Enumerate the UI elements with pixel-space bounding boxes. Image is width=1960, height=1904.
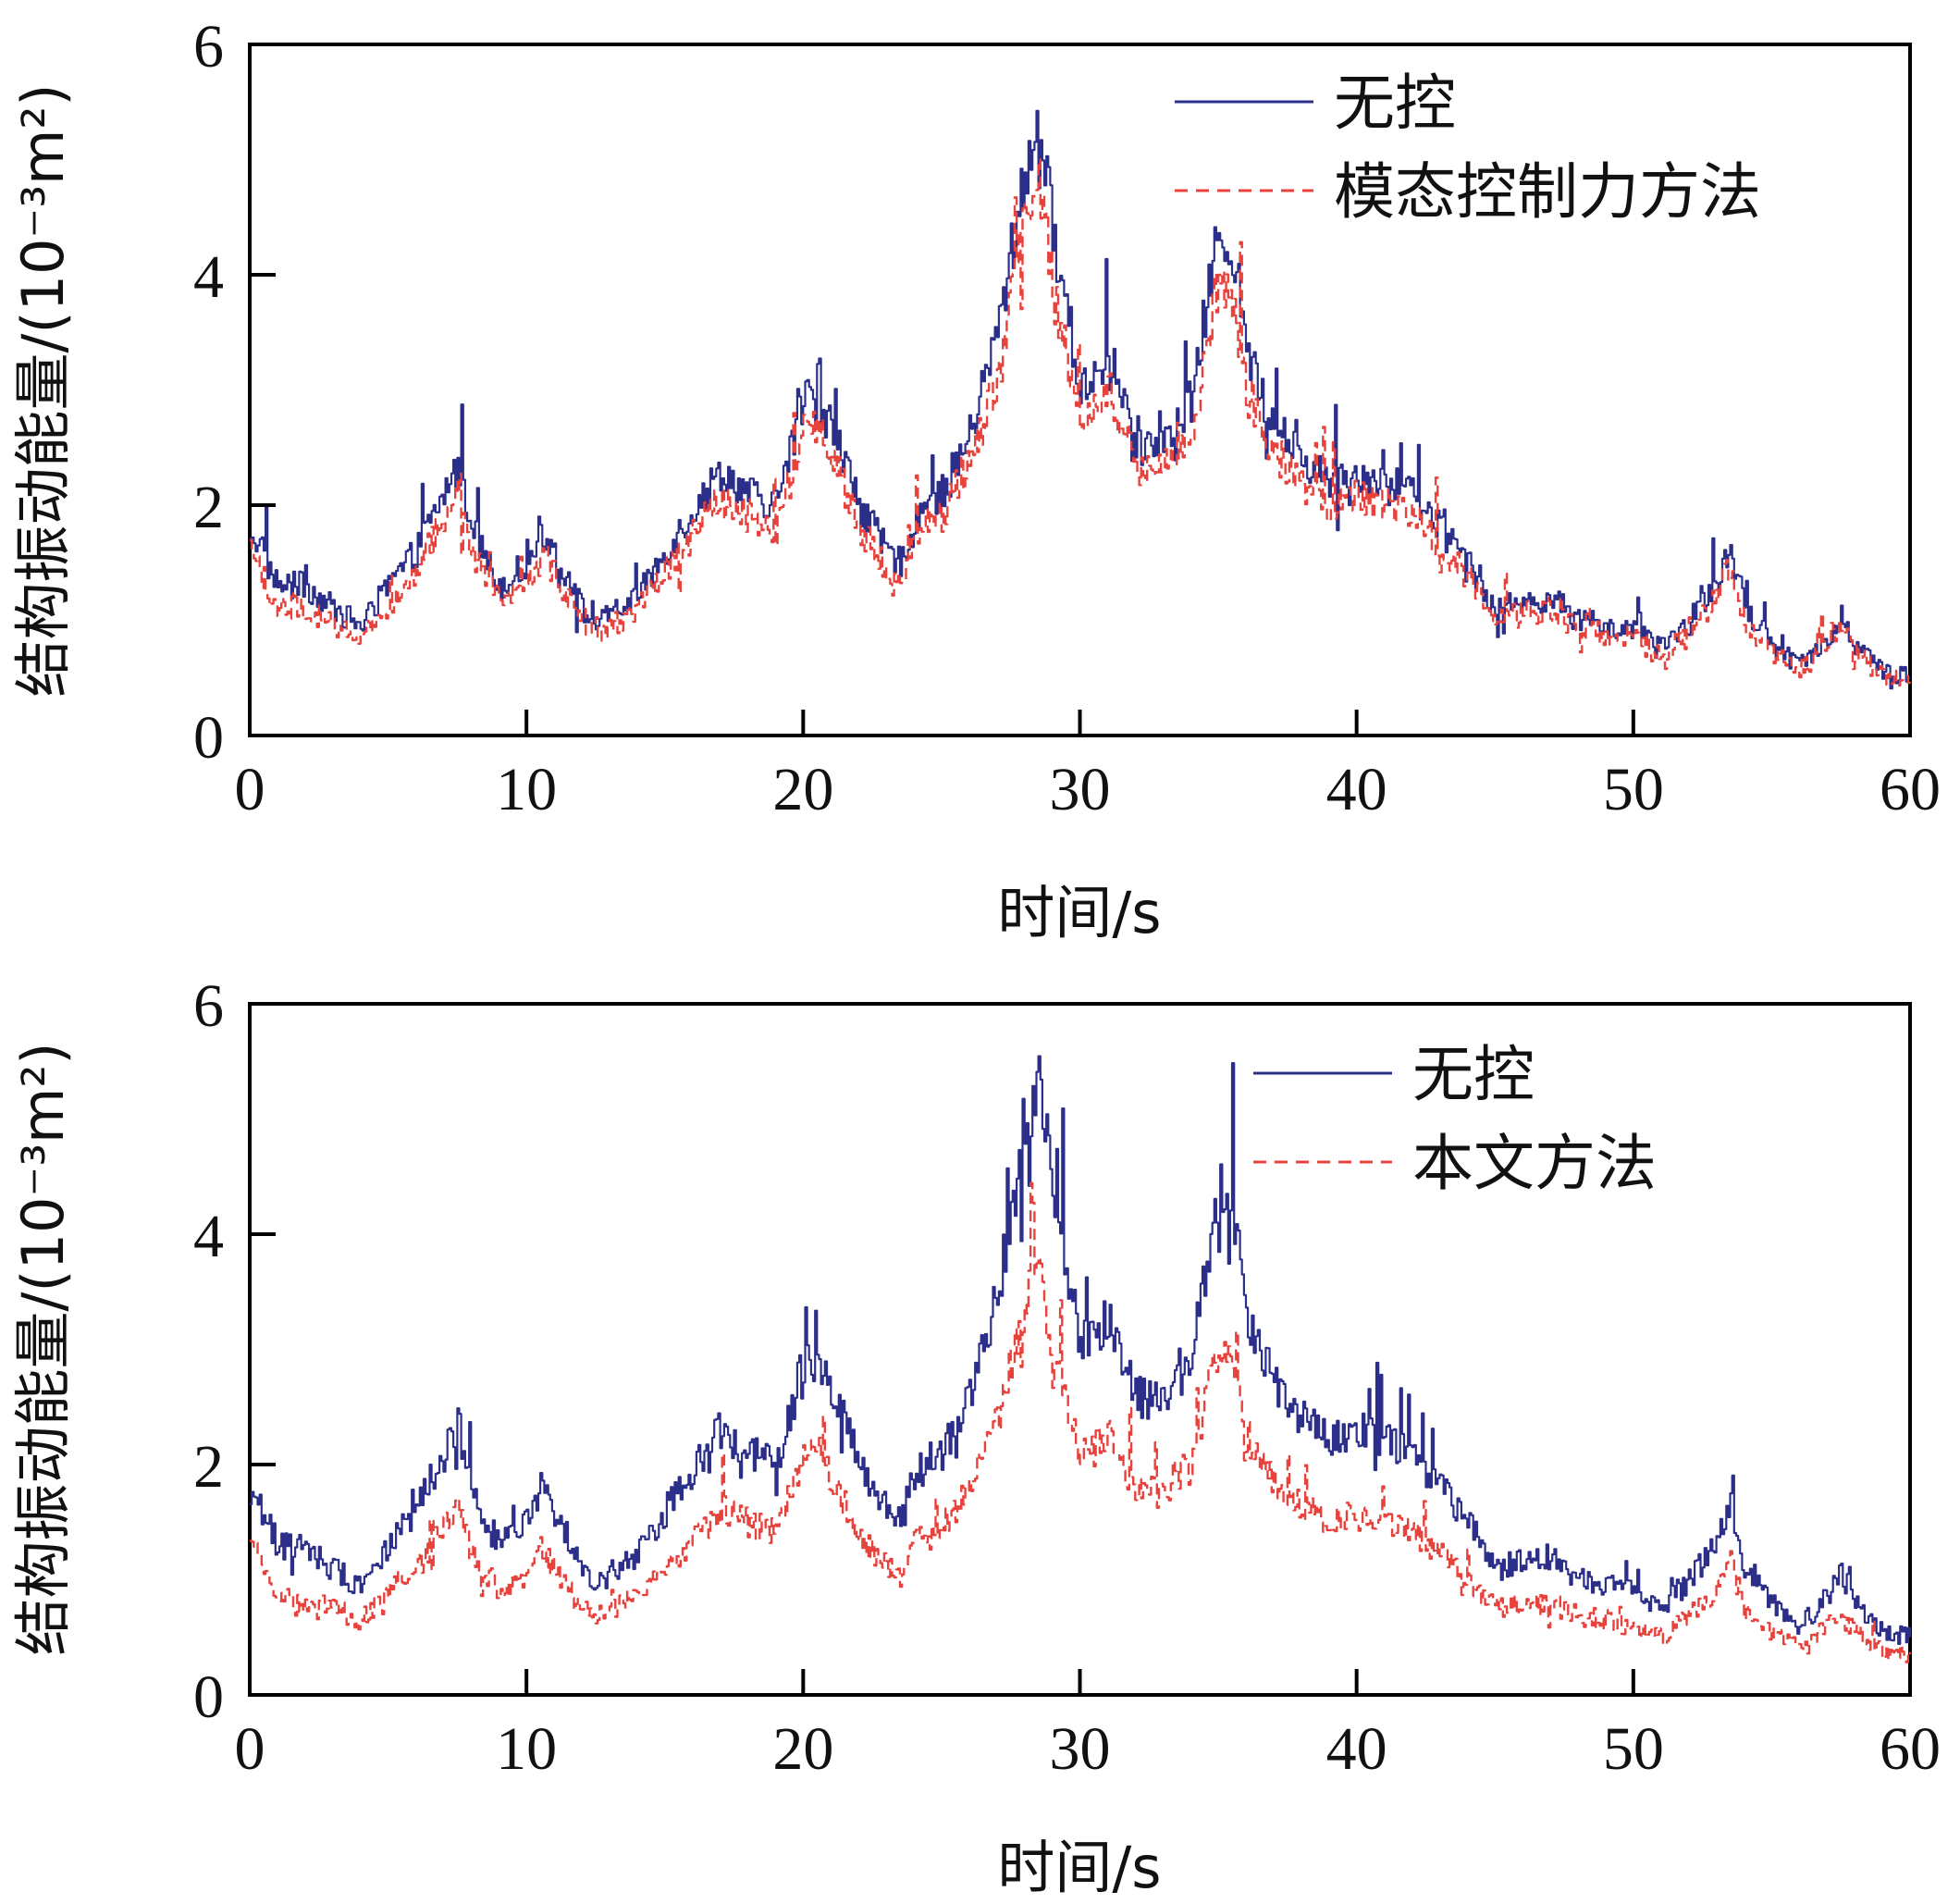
y-tick-label: 6 [193,972,224,1040]
legend-label: 模态控制力方法 [1334,156,1761,228]
x-tick-label: 0 [235,756,265,823]
x-tick-label: 40 [1326,756,1387,823]
x-tick-label: 60 [1880,1715,1941,1783]
y-axis-title: 结构振动能量/(10⁻³m²) [9,84,77,698]
x-tick-label: 10 [496,1715,557,1783]
x-tick-label: 40 [1326,1715,1387,1783]
x-tick-label: 30 [1050,1715,1111,1783]
series-line-1 [250,1181,1912,1663]
x-tick-label: 50 [1603,1715,1664,1783]
series-line-1 [250,158,1912,687]
y-tick-label: 4 [193,1203,224,1270]
x-tick-label: 0 [235,1715,265,1783]
y-tick-label: 4 [193,243,224,311]
x-tick-label: 20 [772,756,833,823]
x-tick-label: 10 [496,756,557,823]
x-tick-label: 50 [1603,756,1664,823]
y-tick-label: 0 [193,1663,224,1731]
x-tick-label: 30 [1050,756,1111,823]
series-line-0 [250,1055,1912,1645]
y-tick-label: 2 [193,1433,224,1501]
y-tick-label: 2 [193,474,224,541]
legend-label: 本文方法 [1412,1128,1657,1199]
ticks-layer: 0 10 20 30 40 50 60 0 2 4 6 [193,972,1941,1783]
y-axis-title: 结构振动能量/(10⁻³m²) [9,1043,77,1656]
x-tick-label: 60 [1880,756,1941,823]
ticks-layer: 0 10 20 30 40 50 60 0 2 4 6 [193,13,1941,823]
y-tick-label: 0 [193,704,224,772]
x-tick-label: 20 [772,1715,833,1783]
x-axis-title: 时间/s [997,1834,1161,1901]
series-layer [250,1055,1912,1663]
x-axis-title: 时间/s [997,879,1161,946]
legend-label: 无控 [1334,68,1456,139]
series-layer [250,109,1912,690]
y-tick-label: 6 [193,13,224,80]
legend-label: 无控 [1412,1039,1535,1110]
